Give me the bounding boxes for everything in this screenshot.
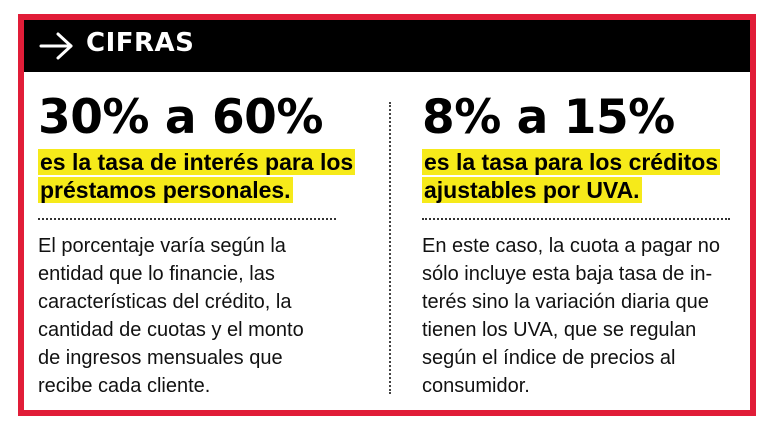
right-body-line: según el índice de precios al — [422, 347, 676, 369]
left-body-line: El porcentaje varía según la — [38, 235, 286, 257]
left-subtitle-line2: préstamos personales. — [38, 177, 293, 203]
header-title: CIFRAS — [86, 28, 195, 58]
left-body-line: recibe cada cliente. — [38, 375, 211, 397]
right-body-line: consumidor. — [422, 375, 530, 397]
right-subtitle-line1: es la tasa para los créditos — [422, 149, 721, 175]
left-body-line: de ingresos mensuales que — [38, 347, 283, 369]
left-body-line: cantidad de cuotas y el monto — [38, 319, 304, 341]
arrow-right-icon — [38, 30, 76, 62]
column-divider — [389, 102, 391, 394]
left-body-line: características del crédito, la — [38, 291, 292, 313]
right-body-line: En este caso, la cuota a pagar no — [422, 235, 720, 257]
right-dotted-rule — [422, 218, 730, 220]
infographic-frame: CIFRAS 30% a 60% es la tasa de interés p… — [18, 14, 756, 416]
right-subtitle: es la tasa para los créditos ajustables … — [422, 148, 742, 204]
right-body-text: En este caso, la cuota a pagar no sólo i… — [422, 232, 742, 400]
right-figure: 8% a 15% — [422, 90, 675, 145]
right-subtitle-line2: ajustables por UVA. — [422, 177, 642, 203]
left-figure: 30% a 60% — [38, 90, 323, 145]
left-body-text: El porcentaje varía según la entidad que… — [38, 232, 368, 400]
right-body-line: tienen los UVA, que se regulan — [422, 319, 697, 341]
left-subtitle: es la tasa de interés para los préstamos… — [38, 148, 368, 204]
right-body-line: terés sino la variación diaria que — [422, 291, 709, 313]
left-dotted-rule — [38, 218, 336, 220]
header-bar: CIFRAS — [24, 20, 750, 72]
right-body-line: sólo incluye esta baja tasa de in- — [422, 263, 713, 285]
left-column: 30% a 60% es la tasa de interés para los… — [38, 92, 368, 400]
left-body-line: entidad que lo financie, las — [38, 263, 275, 285]
right-column: 8% a 15% es la tasa para los créditos aj… — [422, 92, 742, 400]
left-subtitle-line1: es la tasa de interés para los — [38, 149, 356, 175]
